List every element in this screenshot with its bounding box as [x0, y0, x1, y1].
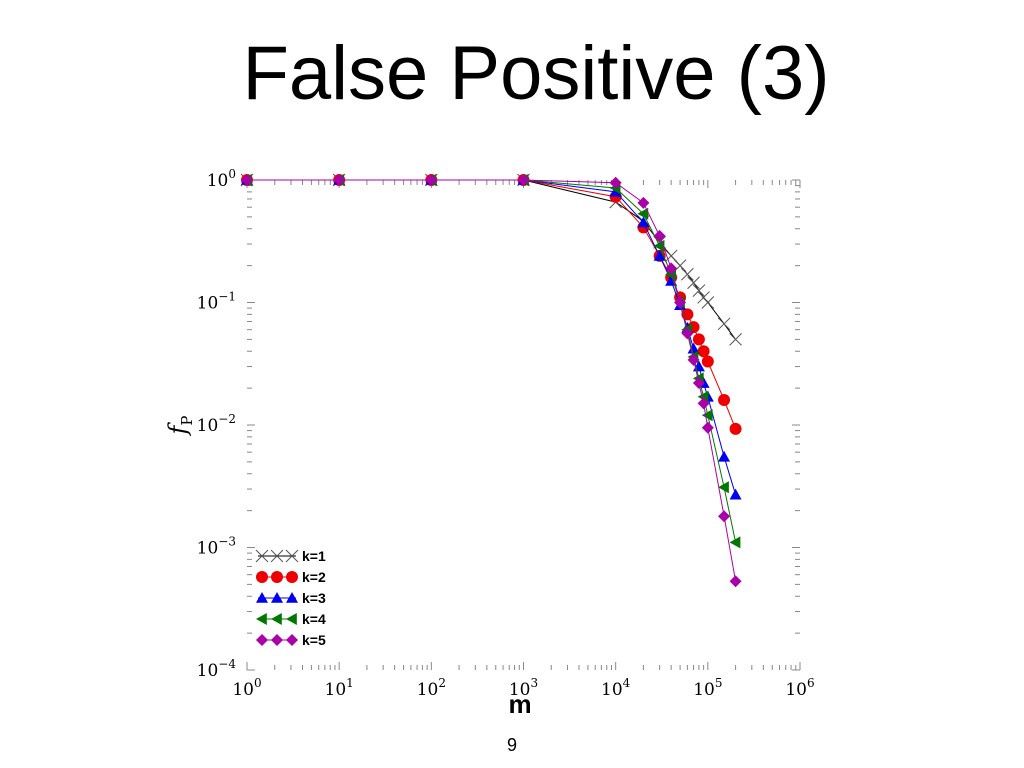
data-point	[717, 317, 731, 331]
legend-item: k=4	[256, 611, 326, 627]
data-point	[271, 613, 282, 625]
legend-item: k=5	[256, 632, 326, 648]
data-point	[241, 174, 253, 186]
data-point	[425, 174, 438, 186]
data-point	[653, 249, 666, 261]
series-k=4	[241, 174, 741, 549]
legend-label: k=1	[302, 548, 326, 564]
data-point	[692, 377, 705, 390]
data-point	[692, 333, 705, 346]
data-point	[517, 174, 530, 186]
data-point	[256, 634, 268, 646]
series-line	[247, 179, 737, 582]
y-axis-label-subscript: P	[178, 416, 196, 426]
y-tick-label: 10−2	[197, 412, 236, 436]
data-point	[256, 571, 268, 583]
x-tick-label: 102	[417, 676, 446, 700]
x-tick-label: 106	[785, 676, 814, 700]
data-point	[687, 342, 700, 354]
data-point	[609, 176, 622, 189]
data-point	[729, 422, 742, 435]
data-point	[674, 296, 687, 309]
data-point	[687, 276, 700, 290]
data-point	[681, 267, 694, 281]
data-point	[701, 409, 713, 422]
data-point	[255, 549, 269, 563]
y-tick-label: 100	[207, 167, 236, 191]
legend-item: k=2	[256, 569, 326, 585]
series-k=1	[240, 173, 742, 346]
data-point	[697, 397, 710, 410]
data-point	[697, 291, 710, 304]
data-point	[729, 333, 742, 346]
series-k=5	[241, 174, 742, 588]
data-point	[701, 296, 715, 309]
data-point	[729, 488, 742, 500]
data-point	[637, 216, 650, 228]
legend-label: k=2	[302, 569, 326, 585]
data-point	[333, 174, 346, 186]
legend-item: k=1	[255, 548, 326, 564]
x-axis: 100 101 102 103 104 105 106	[232, 180, 815, 700]
legend-label: k=5	[302, 632, 326, 648]
data-point	[729, 536, 741, 549]
y-tick-label: 10−4	[197, 657, 237, 681]
x-tick-label: 104	[601, 676, 631, 700]
y-tick-label: 10−1	[197, 290, 236, 314]
slide-title: False Positive (3)	[242, 31, 830, 116]
series-line	[247, 179, 737, 495]
data-point	[637, 207, 649, 220]
data-point	[270, 549, 284, 563]
series-layer	[240, 173, 742, 588]
data-point	[701, 355, 714, 368]
x-axis-label: m	[508, 689, 531, 719]
page-number: 9	[506, 735, 517, 755]
data-point	[256, 613, 267, 625]
data-point	[692, 284, 706, 297]
data-point	[681, 327, 694, 340]
data-point	[653, 229, 666, 242]
series-line	[247, 179, 737, 430]
plot-frame	[246, 179, 801, 671]
legend-item: k=3	[256, 590, 326, 606]
series-k=3	[241, 174, 742, 500]
plot-area	[246, 179, 801, 671]
data-point	[285, 549, 299, 563]
data-point	[256, 592, 268, 603]
svg-text:fP: fP	[164, 416, 196, 437]
data-point	[286, 571, 298, 583]
x-tick-label: 105	[693, 676, 722, 700]
data-point	[665, 262, 678, 275]
data-point	[718, 450, 731, 462]
data-point	[664, 249, 678, 263]
data-point	[271, 571, 283, 583]
x-tick-label: 101	[325, 676, 354, 700]
data-point	[687, 353, 700, 366]
data-point	[271, 592, 283, 603]
data-point	[673, 259, 687, 272]
data-point	[286, 613, 297, 625]
data-point	[718, 393, 731, 406]
data-point	[637, 196, 650, 209]
data-point	[729, 575, 742, 588]
x-tick-label: 103	[509, 676, 538, 700]
y-axis-label: fP	[164, 416, 196, 437]
legend-label: k=4	[302, 611, 326, 627]
data-point	[697, 345, 710, 358]
series-k=2	[241, 174, 742, 435]
data-point	[701, 421, 714, 434]
legend-label: k=3	[302, 590, 326, 606]
data-point	[286, 592, 298, 603]
data-point	[271, 634, 283, 646]
data-point	[718, 481, 729, 494]
y-tick-label: 10−3	[197, 535, 236, 559]
x-tick-label: 100	[232, 676, 261, 700]
data-point	[718, 510, 731, 523]
y-axis: 100 10−1 10−2 10−3 10−4	[197, 167, 800, 681]
data-point	[286, 634, 298, 646]
legend: k=1 k=2 k=3 k=4 k=5	[255, 548, 326, 648]
